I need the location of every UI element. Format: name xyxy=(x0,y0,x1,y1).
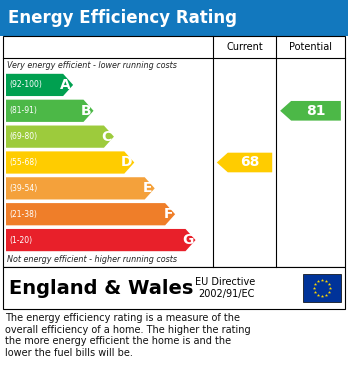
Text: (69-80): (69-80) xyxy=(9,132,37,141)
Text: 68: 68 xyxy=(240,156,260,170)
Text: (39-54): (39-54) xyxy=(9,184,37,193)
Text: Not energy efficient - higher running costs: Not energy efficient - higher running co… xyxy=(7,255,177,264)
Polygon shape xyxy=(280,101,341,120)
Text: (81-91): (81-91) xyxy=(9,106,37,115)
Text: 81: 81 xyxy=(306,104,326,118)
Bar xyxy=(3,36,345,267)
Text: C: C xyxy=(102,130,112,143)
Polygon shape xyxy=(6,151,134,174)
Polygon shape xyxy=(6,74,73,96)
Text: Energy Efficiency Rating: Energy Efficiency Rating xyxy=(8,9,237,27)
Text: (21-38): (21-38) xyxy=(9,210,37,219)
Text: (92-100): (92-100) xyxy=(9,81,42,90)
Polygon shape xyxy=(6,100,94,122)
Text: G: G xyxy=(182,233,193,247)
Text: F: F xyxy=(164,207,173,221)
Text: A: A xyxy=(60,78,71,92)
Polygon shape xyxy=(6,229,196,251)
Text: B: B xyxy=(81,104,92,118)
Polygon shape xyxy=(6,203,175,225)
Bar xyxy=(3,267,345,309)
Text: England & Wales: England & Wales xyxy=(9,278,193,298)
Text: (1-20): (1-20) xyxy=(9,235,32,245)
Text: The energy efficiency rating is a measure of the
overall efficiency of a home. T: The energy efficiency rating is a measur… xyxy=(5,313,251,358)
Polygon shape xyxy=(6,177,155,199)
Text: D: D xyxy=(121,156,132,170)
Text: (55-68): (55-68) xyxy=(9,158,37,167)
Bar xyxy=(303,274,341,302)
Text: Potential: Potential xyxy=(289,42,332,52)
Text: Current: Current xyxy=(226,42,263,52)
Text: Very energy efficient - lower running costs: Very energy efficient - lower running co… xyxy=(7,61,177,70)
Bar xyxy=(0,0,348,36)
Polygon shape xyxy=(217,152,272,172)
Polygon shape xyxy=(6,126,114,148)
Text: E: E xyxy=(143,181,153,196)
Text: EU Directive
2002/91/EC: EU Directive 2002/91/EC xyxy=(195,277,255,299)
